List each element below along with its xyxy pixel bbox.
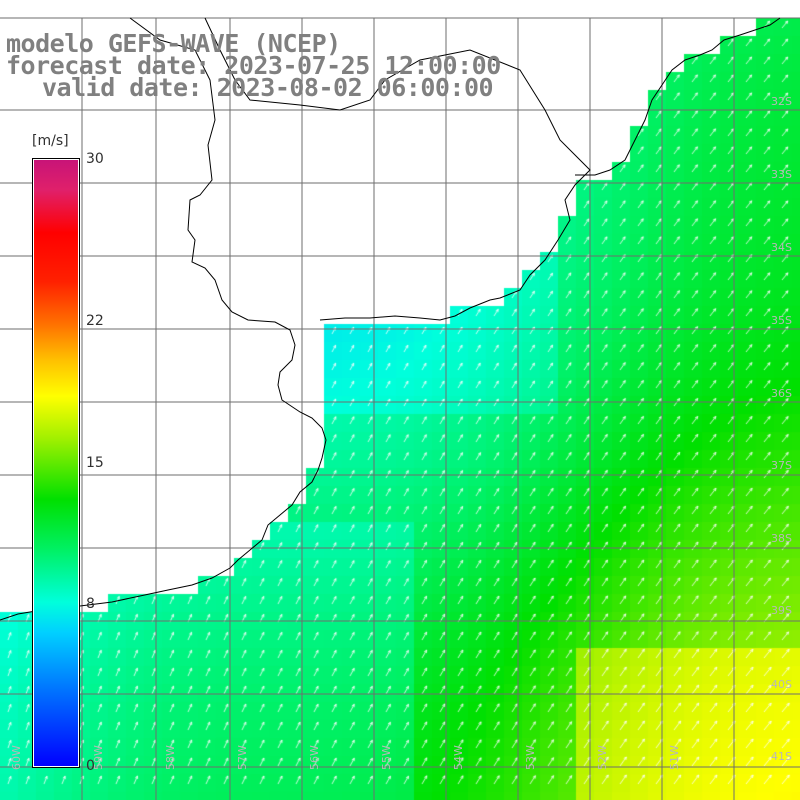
longitude-label: 53W [524,745,537,770]
forecast-date: forecast date: 2023-07-25 12:00:00 [6,51,501,80]
longitude-label: 55W [380,745,393,770]
colorbar-tick-label: 30 [86,151,104,167]
model-title: modelo GEFS-WAVE (NCEP) [6,29,341,58]
longitude-label: 54W [452,745,465,770]
latitude-label: 37S [771,459,792,472]
longitude-label: 52W [596,745,609,770]
valid-date: valid date: 2023-08-02 06:00:00 [42,73,494,102]
colorbar-tick-label: 8 [86,596,95,613]
colorbar-tick-label: 22 [86,312,104,329]
longitude-label: 51W [668,745,681,770]
latitude-label: 33S [771,168,792,181]
latitude-label: 39S [771,604,792,617]
longitude-label: 57W [236,745,249,770]
latitude-label: 35S [771,314,792,327]
graticule [0,17,800,800]
latitude-label: 38S [771,532,792,545]
latitude-label: 32S [771,95,792,108]
longitude-label: 56W [308,745,321,770]
colorbar-unit-label: [m/s] [32,133,69,149]
coastline [575,17,781,176]
coastline [0,17,327,621]
latitude-label: 34S [771,241,792,254]
latitude-label: 36S [771,387,792,400]
coastline [204,17,591,321]
latitude-label: 40S [771,678,792,691]
colorbar-tick-label: 15 [86,454,104,471]
colorbar-gradient [34,160,78,766]
longitude-label: 60W [10,745,23,770]
longitude-label: 58W [164,745,177,770]
colorbar-tick-label: 0 [86,758,95,774]
latitude-label: 41S [771,750,792,763]
colorbar [32,158,80,768]
